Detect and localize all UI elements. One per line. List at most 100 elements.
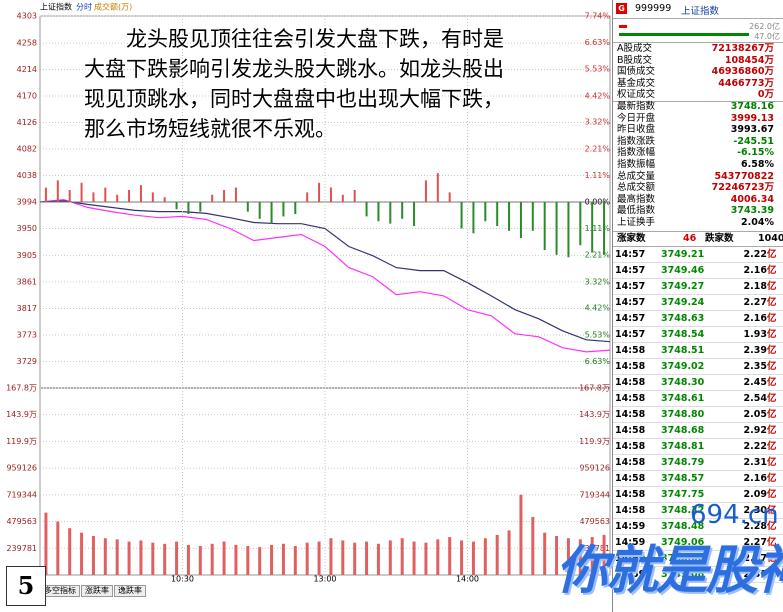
tick-volume: 2.39 bbox=[743, 344, 767, 356]
tick-price: 3748.68 bbox=[661, 424, 705, 436]
breadth-bar bbox=[484, 202, 487, 222]
stat-label: 最高指数 bbox=[617, 193, 656, 205]
stat-value: 6.58% bbox=[741, 159, 774, 170]
breadth-bar bbox=[472, 202, 475, 234]
breadth-bar bbox=[234, 187, 237, 202]
volume-bar bbox=[436, 539, 440, 575]
stat-value: 3999.13 bbox=[730, 112, 774, 124]
tick-unit: 亿 bbox=[767, 376, 777, 388]
y-tick-label: 4126 bbox=[17, 118, 37, 127]
stat-row: 总成交额 72246723万 bbox=[613, 182, 783, 194]
tick-time: 14:57 bbox=[615, 312, 646, 324]
y-tick-label: 143.9万 bbox=[6, 410, 37, 419]
breadth-bar bbox=[139, 185, 142, 202]
breadth-bar bbox=[424, 180, 427, 202]
breadth-bar bbox=[282, 202, 285, 217]
tick-row: 14:58 3749.02 2.35 亿 bbox=[613, 359, 783, 375]
y2-tick-label: 7.74% bbox=[585, 12, 611, 21]
breadth-bar bbox=[80, 182, 83, 202]
tick-unit: 亿 bbox=[767, 296, 777, 308]
volume-bar bbox=[293, 546, 297, 575]
tick-price: 3748.61 bbox=[661, 392, 705, 404]
tick-price: 3748.57 bbox=[661, 472, 705, 484]
tick-time: 14:58 bbox=[615, 344, 646, 356]
breadth-bar bbox=[318, 182, 321, 202]
volume-bar bbox=[281, 543, 285, 575]
volume-bar bbox=[495, 534, 499, 575]
tick-unit: 亿 bbox=[767, 456, 777, 468]
watermark-site: 694.cn bbox=[690, 500, 779, 530]
tick-price: 3748.48 bbox=[661, 520, 705, 532]
tick-unit: 亿 bbox=[767, 280, 777, 292]
tick-time: 14:57 bbox=[615, 248, 646, 260]
tick-volume: 2.22 bbox=[743, 248, 767, 260]
volume-bar bbox=[341, 540, 345, 575]
stat-row: 指数振幅 6.58% bbox=[613, 159, 783, 171]
tick-price: 3748.81 bbox=[661, 440, 705, 452]
tick-price: 3749.21 bbox=[661, 248, 705, 260]
tick-row: 14:58 3748.80 2.05 亿 bbox=[613, 407, 783, 423]
stat-label: 昨日收盘 bbox=[617, 124, 656, 136]
y-tick-label-right: 239781 bbox=[579, 544, 610, 553]
breadth-bar bbox=[199, 202, 202, 212]
volume-bar bbox=[175, 541, 179, 575]
tick-price: 3749.08 bbox=[661, 568, 705, 580]
volume-bar bbox=[270, 544, 274, 575]
breadth-bar bbox=[116, 194, 119, 202]
volume-bar bbox=[68, 528, 72, 575]
breadth-up-label: 涨家数 bbox=[617, 232, 646, 244]
tick-row: 14:58 3748.81 2.22 亿 bbox=[613, 439, 783, 455]
stat-row: 最高指数 4006.34 bbox=[613, 194, 783, 206]
volume-bar bbox=[44, 512, 48, 575]
tick-unit: 亿 bbox=[767, 344, 777, 356]
volume-bar bbox=[246, 546, 250, 575]
volume-bar bbox=[519, 494, 523, 575]
tick-time: 14:58 bbox=[615, 376, 646, 388]
volume-bar bbox=[448, 537, 452, 575]
watermark-slogan: 你就是股神 bbox=[556, 541, 783, 601]
tick-time: 14:58 bbox=[615, 408, 646, 420]
tab[interactable]: 涨跌率 bbox=[81, 585, 113, 597]
tabs: 多空指标 涨跌率 逸跌率 bbox=[40, 585, 147, 597]
breadth-bar bbox=[56, 180, 59, 202]
price-line bbox=[39, 198, 611, 353]
tick-unit: 亿 bbox=[767, 440, 777, 452]
y-tick-label: 3729 bbox=[17, 357, 37, 366]
breadth-bar bbox=[44, 187, 47, 202]
volume-bar bbox=[507, 530, 511, 575]
tick-volume: 2.30 bbox=[743, 504, 767, 516]
tick-row: 14:57 3749.46 2.16 亿 bbox=[613, 263, 783, 279]
breadth-bar bbox=[555, 202, 558, 255]
tab[interactable]: 逸跌率 bbox=[114, 585, 146, 597]
tick-unit: 亿 bbox=[767, 248, 777, 260]
y2-tick-label: 1.11% bbox=[585, 171, 611, 180]
y2-tick-label: 3.32% bbox=[585, 277, 611, 286]
volume-bar bbox=[80, 532, 84, 575]
stat-value: 72138267万 bbox=[711, 43, 774, 54]
separator bbox=[613, 101, 783, 103]
mode: 分时 bbox=[76, 2, 92, 12]
breadth-bar bbox=[341, 194, 344, 202]
tick-volume: 2.54 bbox=[743, 392, 767, 404]
tab[interactable]: 多空指标 bbox=[40, 585, 80, 597]
tick-row: 14:59 3749.08 2.31 亿 bbox=[613, 567, 783, 583]
stat-value: -245.51 bbox=[733, 135, 774, 147]
tick-time: 14:59 bbox=[615, 552, 646, 564]
tick-row: 14:59 3749.06 2.27 亿 bbox=[613, 535, 783, 551]
breadth-bar bbox=[401, 202, 404, 219]
volume-bar bbox=[139, 540, 143, 575]
volume-bar bbox=[103, 538, 107, 575]
y-tick-label: 4170 bbox=[17, 92, 37, 101]
volume-bar bbox=[353, 542, 357, 575]
volume-bar bbox=[531, 517, 535, 575]
bar-value: 262.0亿 bbox=[749, 22, 780, 31]
tick-row: 14:57 3749.21 2.22 亿 bbox=[613, 247, 783, 263]
tick-volume: 2.47 bbox=[743, 552, 767, 564]
stat-label: A股成交 bbox=[617, 43, 652, 54]
volume-bar bbox=[151, 542, 155, 575]
y-tick-label-right: 959126 bbox=[579, 464, 610, 473]
volume-bar bbox=[590, 537, 594, 575]
breadth-bar bbox=[306, 192, 309, 202]
volume-bar bbox=[198, 546, 202, 575]
stat-value: -6.15% bbox=[737, 147, 774, 159]
